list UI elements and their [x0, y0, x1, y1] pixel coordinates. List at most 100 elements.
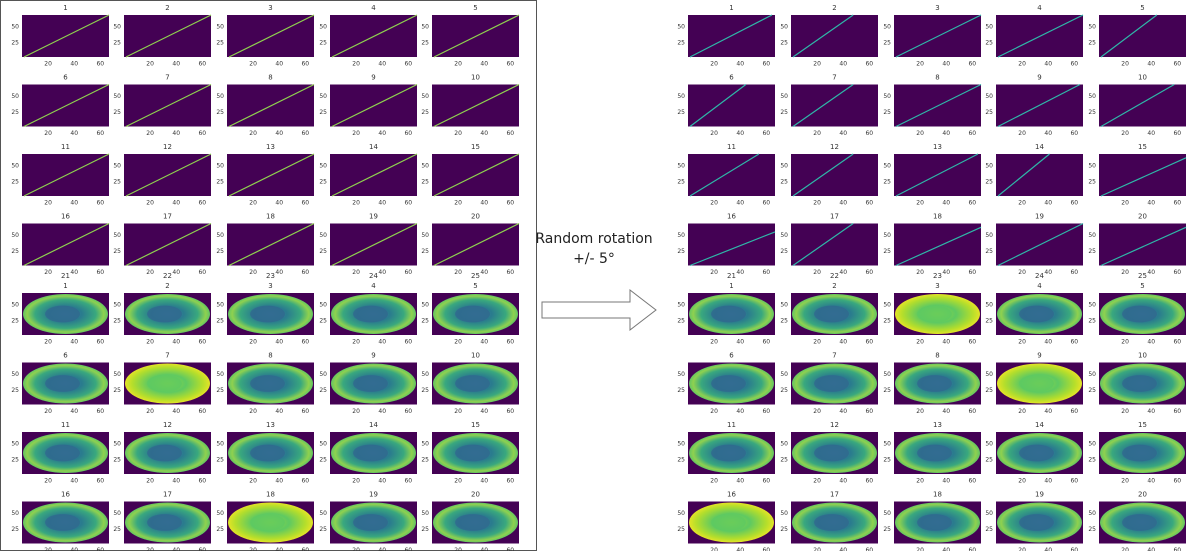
x-tick-label: 20 [813, 408, 821, 415]
eye-center [814, 375, 849, 392]
x-tick-label: 20 [916, 200, 924, 207]
y-tick-label: 25 [883, 248, 891, 255]
x-tick-label: 40 [275, 269, 283, 276]
x-tick-label: 20 [1018, 408, 1026, 415]
y-tick-label: 50 [1088, 232, 1096, 239]
x-tick-label: 40 [172, 339, 180, 346]
eye-center [147, 514, 182, 531]
x-tick-label: 40 [480, 339, 488, 346]
x-tick-label: 20 [1121, 61, 1129, 68]
plot-title: 9 [371, 74, 375, 82]
x-tick-label: 20 [454, 269, 462, 276]
y-tick-label: 50 [1088, 371, 1096, 378]
y-tick-label: 25 [1088, 387, 1096, 394]
plot-title: 17 [163, 213, 172, 221]
y-tick-label: 50 [216, 510, 224, 517]
plot-title: 6 [729, 352, 734, 360]
y-tick-label: 50 [985, 232, 993, 239]
y-tick-label: 50 [113, 163, 121, 170]
eye-center [147, 375, 182, 392]
y-tick-label: 50 [216, 232, 224, 239]
x-tick-label: 40 [70, 339, 78, 346]
y-tick-label: 50 [421, 302, 429, 309]
x-tick-label: 20 [249, 339, 257, 346]
x-tick-label: 40 [480, 478, 488, 485]
plot-title: 9 [1037, 352, 1041, 360]
x-tick-label: 40 [942, 130, 950, 137]
eye-center [147, 306, 182, 323]
x-tick-label: 40 [736, 61, 744, 68]
y-tick-label: 50 [883, 371, 891, 378]
y-tick-label: 25 [677, 387, 685, 394]
x-tick-label: 40 [1147, 408, 1155, 415]
y-tick-label: 50 [1088, 163, 1096, 170]
x-tick-label: 40 [172, 478, 180, 485]
x-tick-label: 20 [249, 269, 257, 276]
plot-title: 7 [832, 74, 836, 82]
eye-center [1122, 375, 1157, 392]
y-tick-label: 50 [677, 441, 685, 448]
eye-center [814, 445, 849, 462]
y-tick-label: 50 [985, 302, 993, 309]
x-tick-label: 60 [404, 269, 412, 276]
y-tick-label: 50 [780, 510, 788, 517]
eye-center [711, 445, 746, 462]
line-plot [1099, 224, 1186, 266]
y-tick-label: 50 [1088, 24, 1096, 31]
x-tick-label: 40 [839, 478, 847, 485]
x-tick-label: 40 [378, 130, 386, 137]
x-tick-label: 60 [404, 339, 412, 346]
y-tick-label: 25 [985, 179, 993, 186]
y-tick-label: 25 [985, 526, 993, 533]
x-tick-label: 40 [839, 269, 847, 276]
x-tick-label: 20 [146, 478, 154, 485]
y-tick-label: 50 [421, 371, 429, 378]
x-tick-label: 60 [762, 478, 770, 485]
x-tick-label: 60 [198, 200, 206, 207]
x-tick-label: 20 [352, 130, 360, 137]
y-tick-label: 25 [216, 387, 224, 394]
x-tick-label: 20 [352, 339, 360, 346]
x-tick-label: 20 [352, 269, 360, 276]
y-tick-label: 25 [780, 318, 788, 325]
x-tick-label: 40 [70, 408, 78, 415]
y-tick-label: 25 [780, 457, 788, 464]
plot-title: 1 [63, 4, 67, 12]
y-tick-label: 25 [985, 387, 993, 394]
x-tick-label: 60 [1173, 408, 1181, 415]
eye-center [711, 514, 746, 531]
x-tick-label: 20 [249, 408, 257, 415]
eye-center [1019, 445, 1054, 462]
eye-center [1122, 306, 1157, 323]
arrow [542, 290, 656, 330]
y-tick-label: 25 [216, 526, 224, 533]
plot-title: 4 [371, 4, 376, 12]
x-tick-label: 60 [968, 269, 976, 276]
y-tick-label: 50 [677, 371, 685, 378]
x-tick-label: 20 [813, 547, 821, 551]
x-tick-label: 40 [839, 339, 847, 346]
x-tick-label: 20 [1121, 269, 1129, 276]
plot-title: 19 [369, 491, 378, 499]
plot-title: 13 [266, 143, 275, 151]
y-tick-label: 50 [677, 302, 685, 309]
x-tick-label: 40 [942, 200, 950, 207]
x-tick-label: 60 [96, 408, 104, 415]
y-tick-label: 50 [216, 302, 224, 309]
x-tick-label: 20 [710, 130, 718, 137]
plot-title: 12 [163, 143, 172, 151]
x-tick-label: 60 [1173, 478, 1181, 485]
y-tick-label: 25 [11, 457, 19, 464]
x-tick-label: 20 [1018, 200, 1026, 207]
y-tick-label: 25 [319, 387, 327, 394]
plot-title: 9 [1037, 74, 1041, 82]
y-tick-label: 50 [883, 24, 891, 31]
x-tick-label: 60 [762, 61, 770, 68]
x-tick-label: 40 [942, 339, 950, 346]
x-tick-label: 40 [839, 130, 847, 137]
y-tick-label: 25 [421, 109, 429, 116]
x-tick-label: 40 [942, 408, 950, 415]
y-tick-label: 50 [319, 371, 327, 378]
line-plot [791, 154, 878, 196]
plot-title: 7 [165, 74, 169, 82]
